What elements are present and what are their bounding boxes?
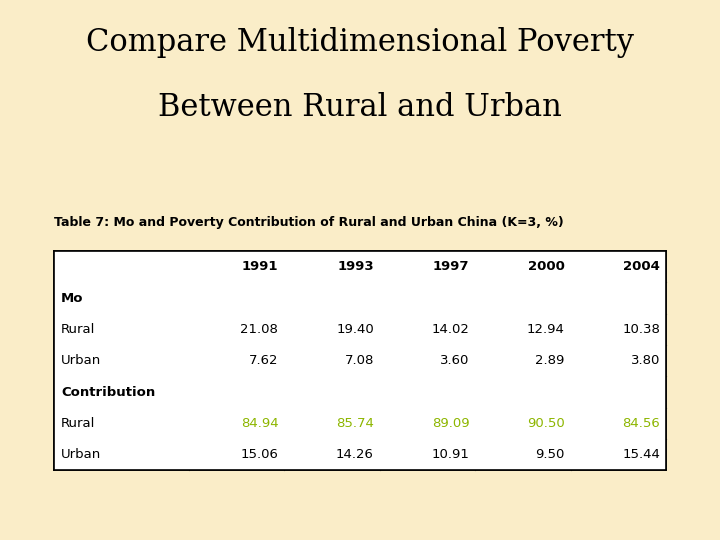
Text: 21.08: 21.08	[240, 323, 279, 336]
Text: 19.40: 19.40	[336, 323, 374, 336]
Text: Compare Multidimensional Poverty: Compare Multidimensional Poverty	[86, 27, 634, 58]
Text: 84.94: 84.94	[240, 417, 279, 430]
Text: 10.38: 10.38	[622, 323, 660, 336]
Text: Table 7: Mo and Poverty Contribution of Rural and Urban China (K=3, %): Table 7: Mo and Poverty Contribution of …	[54, 216, 564, 229]
Text: 15.06: 15.06	[240, 448, 279, 461]
Text: 7.62: 7.62	[249, 354, 279, 367]
Text: 1997: 1997	[433, 260, 469, 273]
Text: 3.80: 3.80	[631, 354, 660, 367]
Text: 2004: 2004	[624, 260, 660, 273]
Text: 7.08: 7.08	[344, 354, 374, 367]
Text: 15.44: 15.44	[622, 448, 660, 461]
Text: 14.26: 14.26	[336, 448, 374, 461]
Text: Rural: Rural	[61, 417, 96, 430]
Text: 1991: 1991	[242, 260, 279, 273]
Text: 84.56: 84.56	[623, 417, 660, 430]
Text: Contribution: Contribution	[61, 386, 156, 399]
Text: Urban: Urban	[61, 354, 102, 367]
Text: 1993: 1993	[337, 260, 374, 273]
Text: 2.89: 2.89	[536, 354, 564, 367]
Text: 2000: 2000	[528, 260, 564, 273]
Text: 90.50: 90.50	[527, 417, 564, 430]
Text: Between Rural and Urban: Between Rural and Urban	[158, 92, 562, 123]
Text: Mo: Mo	[61, 292, 84, 305]
Text: 10.91: 10.91	[431, 448, 469, 461]
Text: 3.60: 3.60	[440, 354, 469, 367]
Text: 9.50: 9.50	[536, 448, 564, 461]
Text: 12.94: 12.94	[527, 323, 564, 336]
Text: 85.74: 85.74	[336, 417, 374, 430]
Text: 89.09: 89.09	[432, 417, 469, 430]
Text: Rural: Rural	[61, 323, 96, 336]
Text: 14.02: 14.02	[431, 323, 469, 336]
Text: Urban: Urban	[61, 448, 102, 461]
